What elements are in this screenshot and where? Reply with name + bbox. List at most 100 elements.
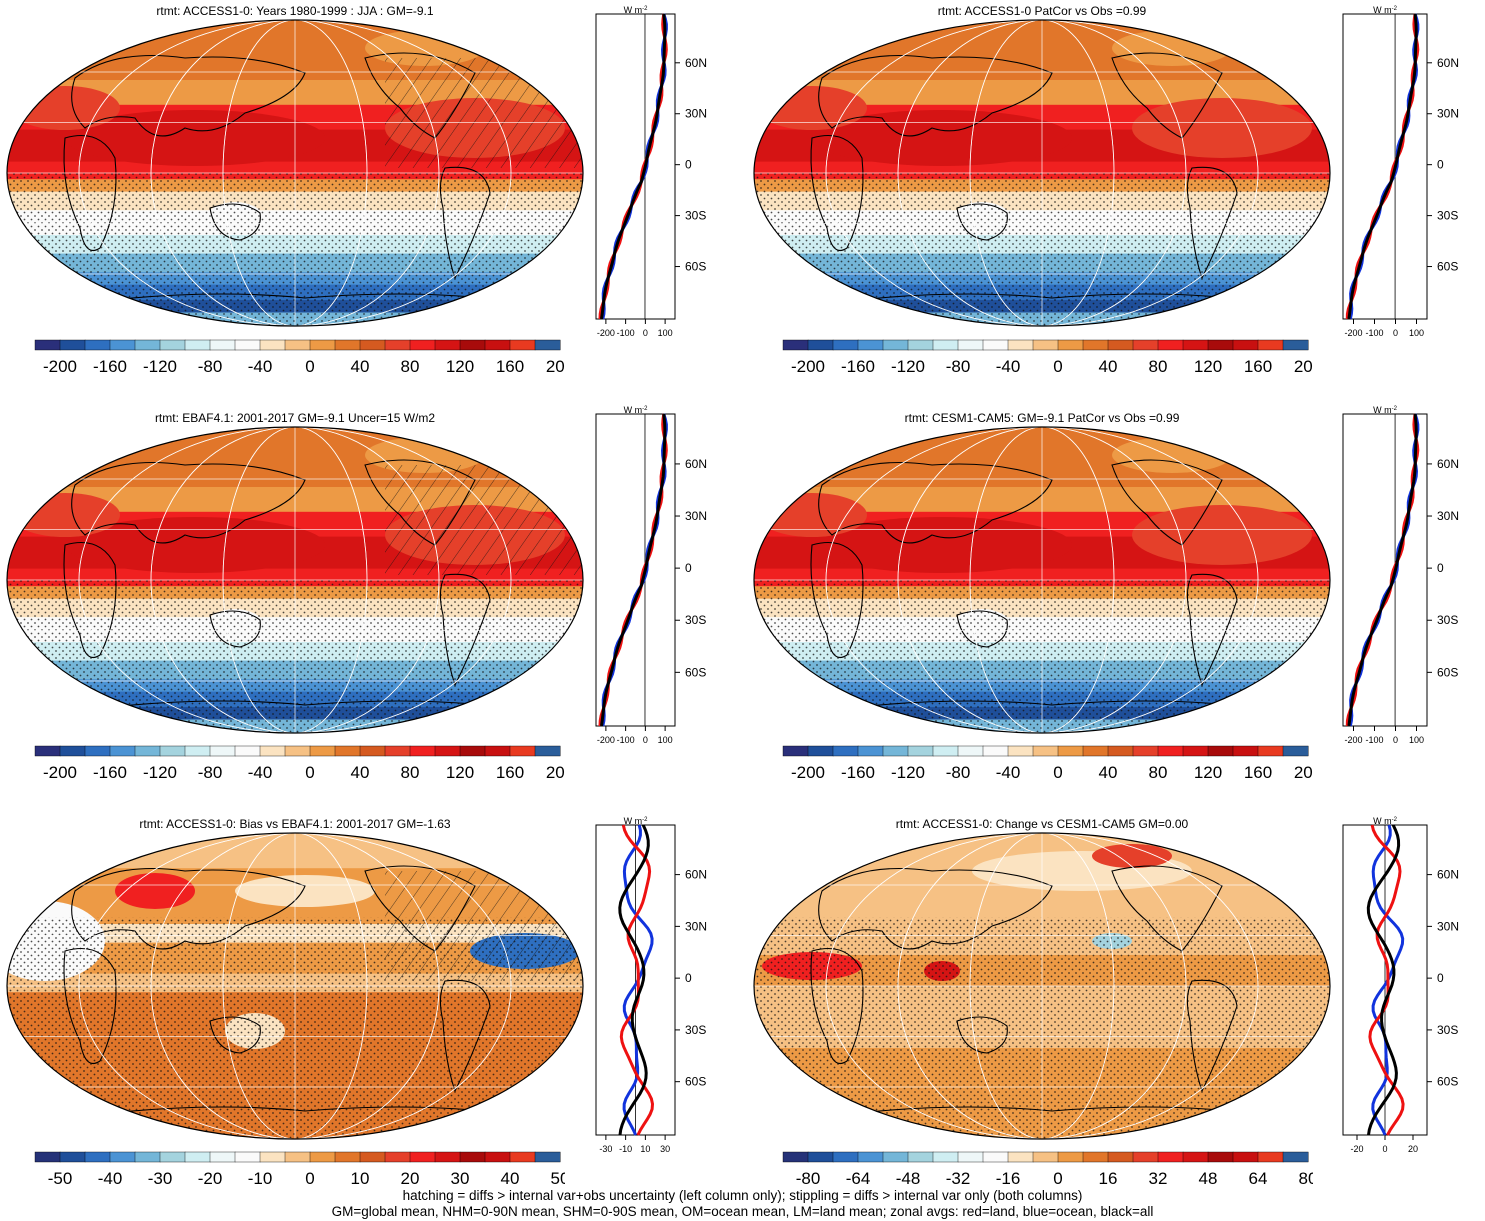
zonal-lat-tick: 30S (1437, 613, 1458, 627)
zonal-lat-tick: 0 (1437, 971, 1444, 985)
colorbar-box (534, 745, 561, 757)
colorbar-label: 10 (351, 1169, 370, 1188)
colorbar-label: -120 (143, 763, 177, 782)
colorbar-label: 200 (546, 357, 565, 376)
colorbar-box (1207, 339, 1234, 351)
zonal-curve-ocean (1348, 413, 1420, 727)
colorbar-label: 40 (1099, 763, 1118, 782)
colorbar-box (259, 1151, 286, 1163)
colorbar-label: -120 (143, 357, 177, 376)
colorbar-label: 40 (501, 1169, 520, 1188)
zonal-unit-label: W m-2 (624, 816, 648, 826)
colorbar-box (1107, 339, 1134, 351)
colorbar-label: -40 (248, 763, 273, 782)
zonal-lat-tick: 30S (685, 209, 706, 223)
colorbar-box (1107, 1151, 1134, 1163)
colorbar-box (1032, 745, 1059, 757)
colorbar-box (1057, 745, 1084, 757)
colorbar-box (1182, 1151, 1209, 1163)
zonal-lat-tick: 30S (1437, 209, 1458, 223)
colorbar-box (1232, 1151, 1259, 1163)
zonal-lat-tick: 30N (1437, 107, 1459, 121)
colorbar-box (857, 339, 884, 351)
colorbar-box (932, 339, 959, 351)
panel-title-3: rtmt: EBAF4.1: 2001-2017 GM=-9.1 Uncer=1… (154, 411, 436, 425)
zonal-lat-tick: 60S (685, 260, 706, 274)
colorbar-label: -160 (841, 357, 875, 376)
colorbar-box (1257, 339, 1284, 351)
colorbar-label: 32 (1149, 1169, 1168, 1188)
zonal-lat-tick: 60N (1437, 457, 1459, 471)
zonal-plot-3: W m-2 60N 30N 0 30S 60S -200 -100 0 100 (595, 405, 707, 745)
colorbar-box (159, 1151, 186, 1163)
zonal-lat-tick: 60S (1437, 1075, 1458, 1089)
colorbar-label: -10 (248, 1169, 273, 1188)
zonal-plot-4: W m-2 60N 30N 0 30S 60S -200 -100 0 100 (1342, 405, 1459, 745)
colorbar-box (409, 1151, 436, 1163)
colorbar-box (1157, 1151, 1184, 1163)
zonal-x-tick: -100 (1365, 735, 1383, 745)
zonal-plot-6: W m-2 60N 30N 0 30S 60S -20 0 20 (1342, 816, 1459, 1154)
zonal-x-tick: -100 (617, 328, 635, 338)
colorbar-box (284, 1151, 311, 1163)
colorbar-label: -64 (846, 1169, 871, 1188)
colorbar-box (359, 339, 386, 351)
colorbar-box (384, 1151, 411, 1163)
panel-title-2: rtmt: ACCESS1-0 PatCor vs Obs =0.99 (937, 4, 1147, 18)
colorbar-box (807, 745, 834, 757)
colorbar-box (384, 339, 411, 351)
zonal-x-tick: -200 (597, 735, 615, 745)
zonal-curve-all (600, 13, 667, 320)
colorbar-box (1132, 339, 1159, 351)
colorbar-box (109, 745, 136, 757)
colorbar-1: -200 -160 -120 -80 -40 0 40 80 120 160 200 (34, 339, 565, 376)
zonal-x-tick: 0 (1393, 328, 1398, 338)
colorbar-label: 160 (496, 357, 524, 376)
colorbar-6: -80 -64 -48 -32 -16 0 16 32 48 64 80 (782, 1151, 1313, 1188)
map-border (753, 426, 1331, 734)
zonal-curve-all (600, 413, 667, 727)
colorbar-box (1057, 1151, 1084, 1163)
colorbar-box (1157, 339, 1184, 351)
colorbar-label: -200 (43, 763, 77, 782)
colorbar-box (234, 745, 261, 757)
colorbar-label: 120 (446, 763, 474, 782)
zonal-lat-tick: 30N (1437, 919, 1459, 933)
colorbar-label: -40 (996, 763, 1021, 782)
colorbar-label: -160 (93, 357, 127, 376)
colorbar-box (1007, 745, 1034, 757)
colorbar-label: -80 (198, 357, 223, 376)
colorbar-label: 120 (1194, 763, 1222, 782)
colorbar-box (259, 339, 286, 351)
colorbar-label: 20 (401, 1169, 420, 1188)
colorbar-label: 80 (1149, 357, 1168, 376)
colorbar-box (957, 1151, 984, 1163)
colorbar-label: -40 (996, 357, 1021, 376)
zonal-x-tick: -100 (1365, 328, 1383, 338)
zonal-curve-all (1347, 13, 1418, 320)
colorbar-label: 40 (351, 357, 370, 376)
colorbar-box (84, 339, 111, 351)
colorbar-box (782, 745, 809, 757)
colorbar-label: 16 (1099, 1169, 1118, 1188)
colorbar-box (209, 1151, 236, 1163)
colorbar-box (334, 1151, 361, 1163)
colorbar-box (434, 1151, 461, 1163)
colorbar-label: -20 (198, 1169, 223, 1188)
zonal-x-tick: -100 (617, 735, 635, 745)
zonal-lat-tick: 60S (685, 665, 706, 679)
colorbar-box (209, 745, 236, 757)
colorbar-box (982, 745, 1009, 757)
zonal-plot-2: W m-2 60N 30N 0 30S 60S -200 -100 0 100 (1342, 5, 1459, 338)
colorbar-label: -30 (148, 1169, 173, 1188)
colorbar-label: 200 (1294, 763, 1313, 782)
colorbar-label: 40 (351, 763, 370, 782)
colorbar-3: -200 -160 -120 -80 -40 0 40 80 120 160 200 (34, 745, 565, 782)
colorbar-label: -80 (796, 1169, 821, 1188)
colorbar-box (1032, 339, 1059, 351)
zonal-x-tick: -200 (1344, 328, 1362, 338)
colorbar-label: 0 (1053, 763, 1062, 782)
zonal-x-tick: 100 (1409, 328, 1424, 338)
colorbar-box (1032, 1151, 1059, 1163)
colorbar-label: -40 (248, 357, 273, 376)
